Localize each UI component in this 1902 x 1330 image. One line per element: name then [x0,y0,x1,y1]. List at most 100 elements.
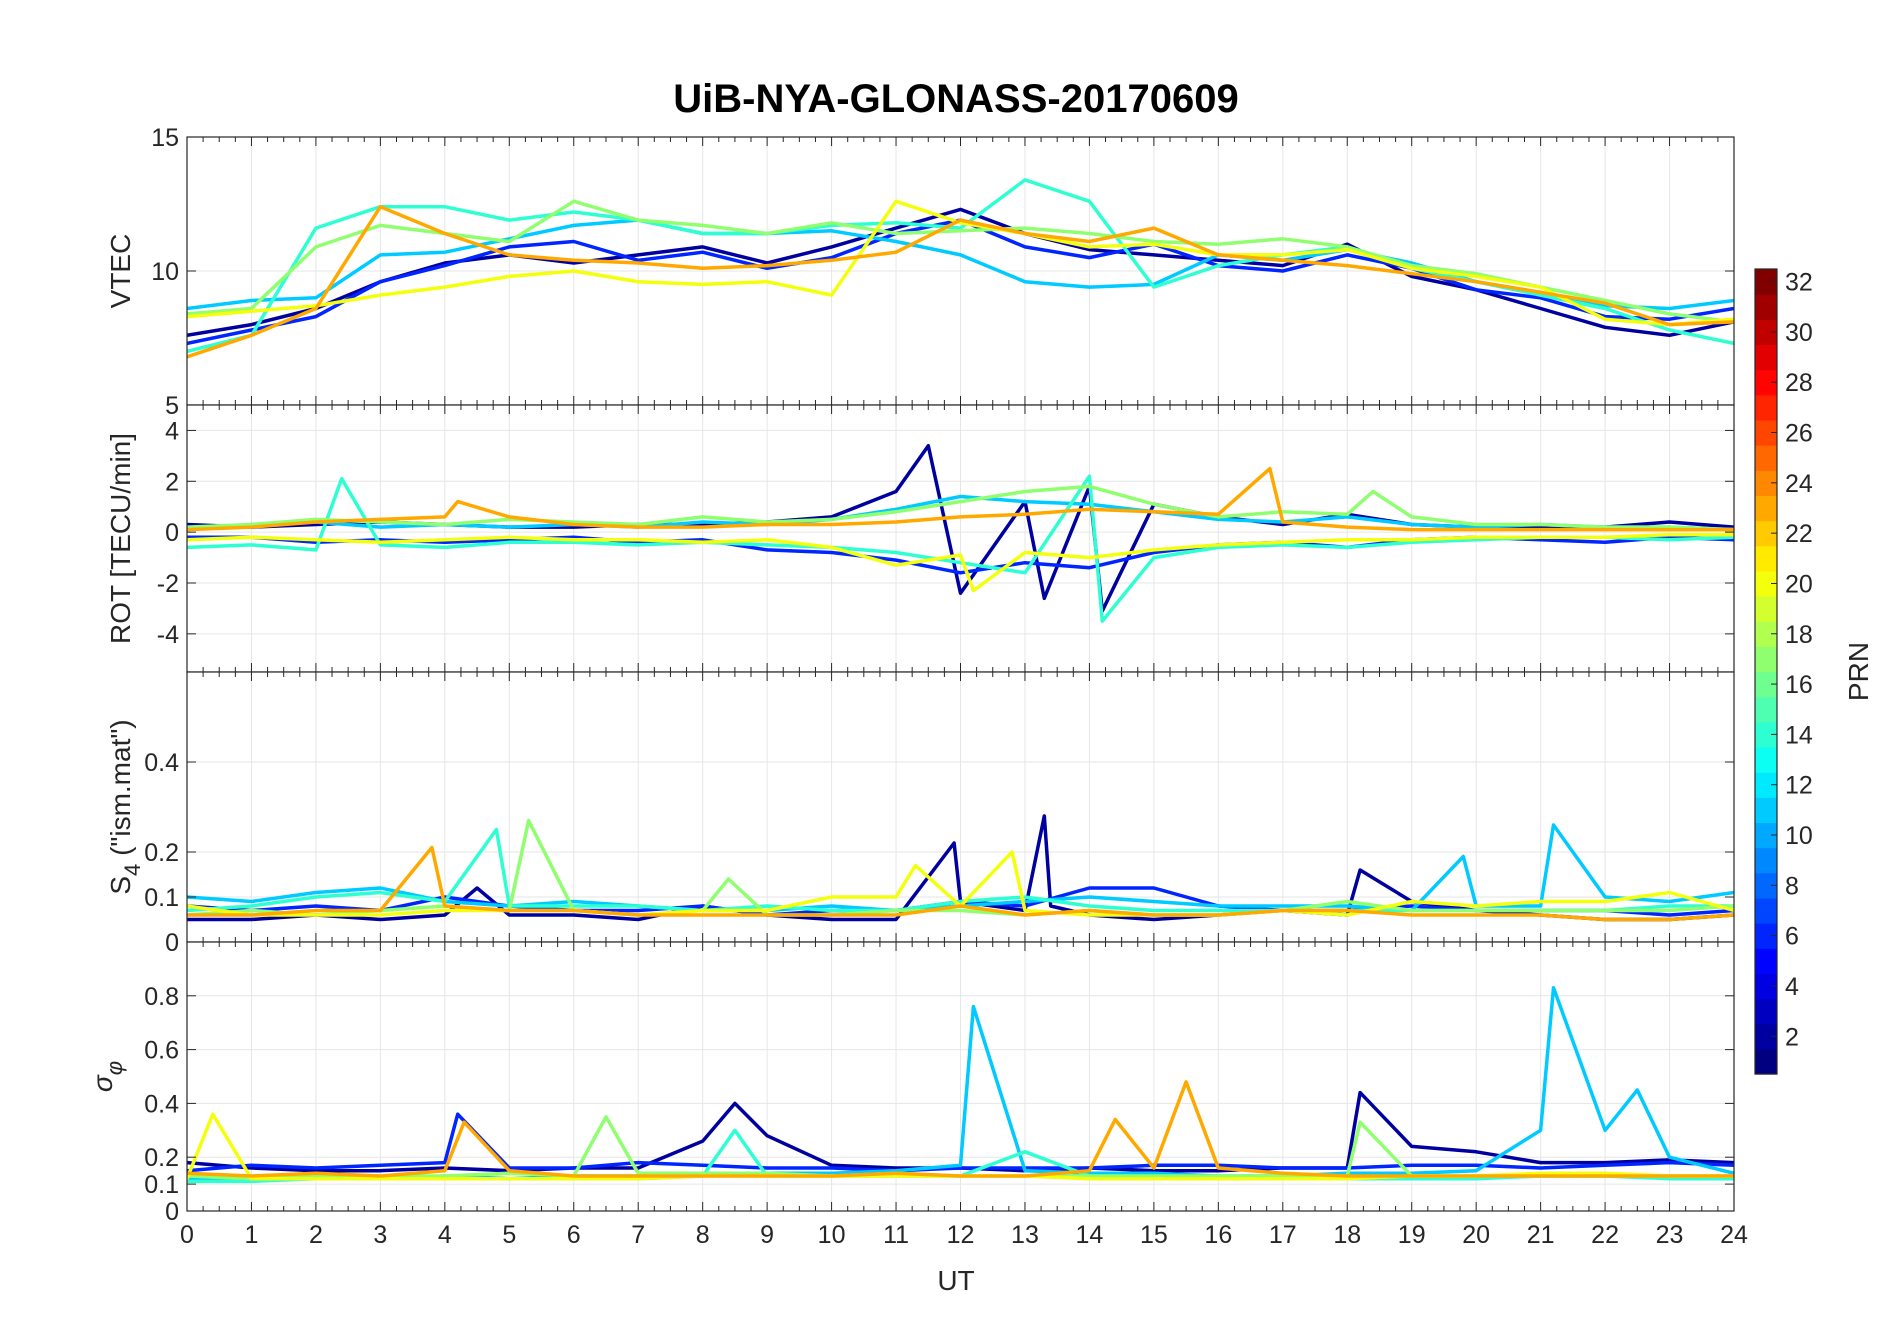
colorbar-swatch [1755,973,1777,1000]
y-tick-label: 0 [165,519,179,547]
y-tick-label: 15 [151,124,179,152]
colorbar-tick-label: 24 [1785,470,1813,498]
series-prn-20 [187,199,1734,327]
panel-rot: -4 -2 0 2 4 ROT [TECU/min] [105,404,1735,673]
colorbar-swatch [1755,822,1777,849]
colorbar-swatch [1755,897,1777,924]
x-tick-label: 3 [373,1221,387,1249]
colorbar-tick-label: 18 [1785,621,1813,649]
colorbar-tick-label: 26 [1785,420,1813,448]
x-tick-label: 12 [947,1221,975,1249]
x-tick-label: 1 [245,1221,259,1249]
series-prn-11 [187,823,1734,913]
y-tick-label: 4 [165,417,179,445]
x-tick-label: 7 [631,1221,645,1249]
panel-vtec: 5 10 15 VTEC [105,124,1735,420]
colorbar-tick-label: 32 [1785,269,1813,297]
colorbar-swatch [1755,445,1777,471]
y-tick-label: 2 [165,468,179,496]
colorbar-frame [1754,268,1778,1075]
colorbar-swatch [1755,872,1777,899]
x-axis: 0 1 2 3 4 5 6 7 8 9 10 11 12 13 14 15 16 17 18 19 20 21 22 23 24 [180,1221,1748,1249]
colorbar-tick-label: 20 [1785,570,1813,598]
x-tick-label: 24 [1720,1221,1748,1249]
x-tick-label: 22 [1591,1221,1619,1249]
x-tick-label: 19 [1398,1221,1426,1249]
x-tick-label: 4 [438,1221,452,1249]
colorbar-tick-label: 22 [1785,520,1813,548]
colorbar-swatch [1755,1023,1777,1050]
colorbar-swatch [1755,344,1777,371]
x-tick-label: 13 [1011,1221,1039,1249]
colorbar-swatch [1755,948,1777,974]
x-tick-label: 9 [760,1221,774,1249]
series-prn-17 [187,484,1734,532]
colorbar-swatch [1755,294,1777,320]
x-tick-label: 10 [818,1221,846,1249]
colorbar-swatch [1755,369,1777,396]
x-tick-label: 2 [309,1221,323,1249]
colorbar-tick-label: 4 [1785,973,1799,1001]
x-tick-label: 18 [1333,1221,1361,1249]
x-tick-label: 20 [1462,1221,1490,1249]
panel-vtec-ylabel: VTEC [105,234,136,309]
y-tick-label: 0.4 [144,1090,179,1118]
colorbar-swatch [1755,495,1777,522]
panel-s4-ticks: 0 0.1 0.2 0.4 [144,672,1735,957]
series-prn-23 [187,1080,1734,1178]
colorbar-swatch [1755,797,1777,824]
colorbar-swatch [1755,847,1777,874]
colorbar-swatch [1755,998,1777,1025]
x-tick-label: 11 [883,1221,909,1249]
x-axis-label: UT [937,1265,974,1296]
colorbar-swatch [1755,1048,1777,1075]
y-tick-label: 5 [165,392,179,420]
x-tick-label: 6 [567,1221,581,1249]
colorbar-tick-label: 12 [1785,772,1813,800]
colorbar-swatch [1755,696,1777,723]
series-prn-20 [187,532,1734,593]
colorbar-swatch [1755,545,1777,572]
colorbar-swatch [1755,394,1777,421]
y-tick-label: 0.2 [144,1144,179,1172]
y-tick-label: 0.1 [144,1171,179,1199]
x-tick-label: 14 [1076,1221,1104,1249]
panel-sigma-series [187,985,1734,1184]
y-tick-label: 0 [165,1198,179,1226]
x-tick-label: 0 [180,1221,194,1249]
colorbar-tick-label: 2 [1785,1023,1799,1051]
colorbar-swatch [1755,419,1777,446]
colorbar-swatch [1755,923,1777,949]
colorbar-swatch [1755,520,1777,547]
y-tick-label: 0.2 [144,839,179,867]
colorbar-swatch [1755,470,1777,497]
series-prn-23 [187,845,1734,922]
x-tick-label: 23 [1656,1221,1684,1249]
chart-title: UiB-NYA-GLONASS-20170609 [673,77,1238,121]
panel-sigma-ticks: 00.10.2 0.4 0.6 0.8 [144,942,1735,1226]
panel-s4-ylabel: S4 ("ism.mat") [105,719,145,894]
y-tick-label: 0 [165,929,179,957]
panel-sigma: 00.10.2 0.4 0.6 0.8 σφ [87,941,1735,1226]
colorbar-swatch [1755,269,1777,295]
x-tick-label: 5 [502,1221,516,1249]
y-tick-label: 0.4 [144,749,179,777]
colorbar-tick-label: 16 [1785,671,1813,699]
colorbar-tick-label: 6 [1785,923,1799,951]
y-tick-label: 0.1 [144,884,179,912]
colorbar-swatch [1755,319,1777,346]
panel-sigma-frame [186,941,1735,1212]
panel-vtec-ticks: 5 10 15 [151,124,1735,420]
series-prn-23 [187,204,1734,359]
panel-rot-series [187,443,1734,623]
x-tick-label: 16 [1204,1221,1232,1249]
panel-rot-ylabel: ROT [TECU/min] [105,433,136,644]
colorbar-swatch [1755,621,1777,647]
panel-vtec-series [187,178,1734,359]
colorbar-label: PRN [1843,642,1874,701]
colorbar-swatch [1755,772,1777,798]
y-tick-label: 0.6 [144,1037,179,1065]
panel-s4-series [187,814,1734,922]
colorbar-tick-label: 8 [1785,872,1799,900]
